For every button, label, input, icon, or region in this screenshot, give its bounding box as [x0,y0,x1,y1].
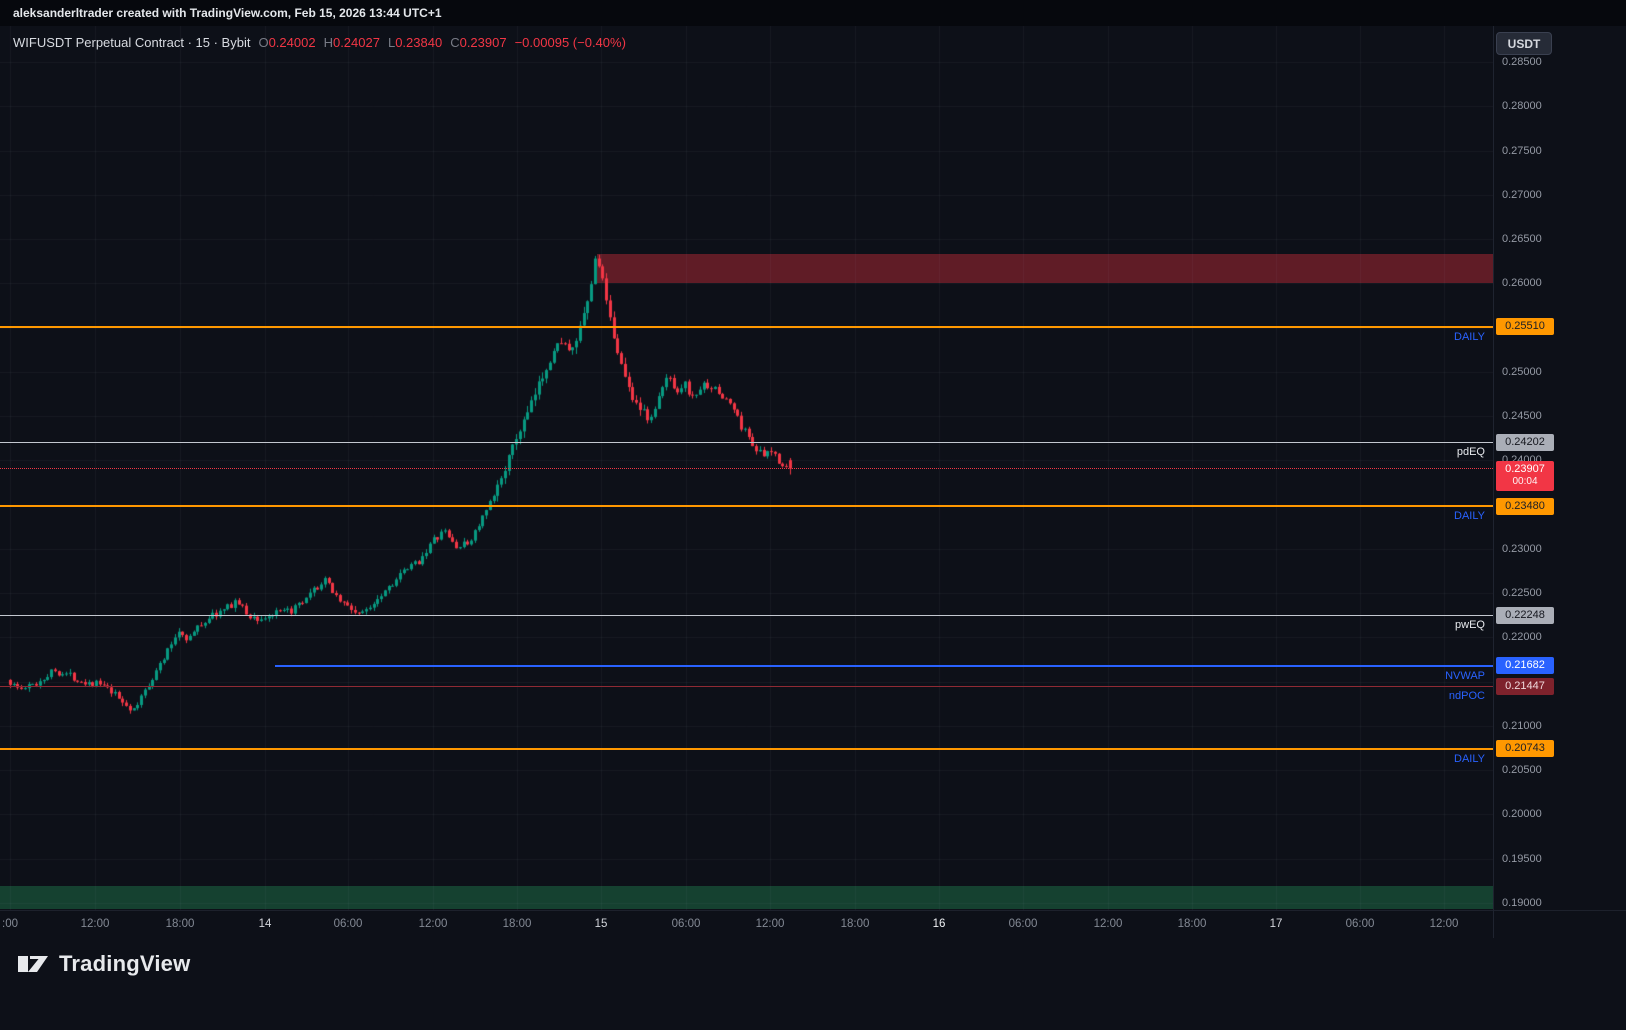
price-tick: 0.22000 [1502,631,1542,644]
ndpoc-axis-badge: 0.21447 [1496,677,1554,695]
daily-lower-line [0,747,1493,750]
time-label: 18:00 [840,918,870,930]
time-label: 18:00 [165,918,195,930]
daily-lower-axis-badge: 0.20743 [1496,740,1554,758]
legend-close: C 0.23907 [450,35,507,50]
daily-mid-line [0,505,1493,508]
price-tick: 0.19500 [1502,852,1542,865]
time-label-day: 16 [932,918,946,930]
current-price-axis-badge: 0.23907 00:04 [1496,460,1554,491]
time-label-day: 17 [1269,918,1283,930]
pdeq-line [0,441,1493,443]
time-label: 12:00 [418,918,448,930]
price-tick: 0.27000 [1502,188,1542,201]
price-tick: 0.23000 [1502,542,1542,555]
price-tick: 0.27500 [1502,144,1542,157]
time-label: 12:00 [1093,918,1123,930]
attribution-text: aleksanderltrader created with TradingVi… [13,6,442,20]
time-scale[interactable]: :00 12:00 18:00 14 06:00 12:00 18:00 15 06:00 12:… [0,910,1626,938]
time-label: 06:00 [1345,918,1375,930]
price-tick: 0.28500 [1502,56,1542,68]
currency-toggle-button[interactable]: USDT [1496,32,1552,55]
chart-plot-area[interactable]: DAILY pdEQ DAILY pwEQ NVWAP ndPOC DAILY WIFUSD… [0,26,1493,910]
ndpoc-label: ndPOC [1448,690,1485,703]
daily-mid-axis-badge: 0.23480 [1496,497,1554,515]
pweq-label: pwEQ [1455,619,1485,632]
tradingview-logo-text: TradingView [59,951,191,976]
legend-open: O 0.24002 [258,35,316,50]
price-tick: 0.24500 [1502,410,1542,423]
pweq-line [0,614,1493,616]
price-tick: 0.26500 [1502,233,1542,246]
nvwap-axis-badge: 0.21682 [1496,657,1554,675]
nvwap-label: NVWAP [1445,669,1485,682]
pdeq-label: pdEQ [1456,446,1485,459]
footer-bar: TradingView [0,938,1626,1030]
price-scale-separator [1493,26,1494,938]
time-label: :00 [2,918,18,930]
time-label: 12:00 [755,918,785,930]
time-label: 12:00 [1429,918,1459,930]
price-tick: 0.26000 [1502,277,1542,290]
tradingview-logo[interactable]: TradingView [16,951,190,977]
current-price-line [0,468,1493,470]
time-label: 12:00 [80,918,110,930]
price-tick: 0.20500 [1502,764,1542,777]
price-scale[interactable]: USDT 0.28500 0.28000 0.27500 0.27000 0.26500… [1494,26,1626,910]
daily-upper-axis-badge: 0.25510 [1496,318,1554,336]
legend-low: L 0.23840 [387,35,443,50]
pdeq-axis-badge: 0.24202 [1496,433,1554,451]
daily-upper-label: DAILY [1454,330,1485,343]
pweq-axis-badge: 0.22248 [1496,606,1554,624]
price-tick: 0.28000 [1502,100,1542,113]
price-tick: 0.19000 [1502,897,1542,909]
daily-upper-line [0,325,1493,328]
time-label: 06:00 [671,918,701,930]
symbol-title: WIFUSDT Perpetual Contract · 15 · Bybit [13,35,251,50]
candlestick-canvas[interactable] [0,26,1493,910]
time-label: 18:00 [1177,918,1207,930]
chart-legend: WIFUSDT Perpetual Contract · 15 · Bybit … [13,35,626,50]
time-label: 06:00 [1008,918,1038,930]
nvwap-line [275,664,1493,667]
time-label-day: 14 [258,918,272,930]
time-label: 18:00 [502,918,532,930]
ndpoc-line [0,685,1493,687]
time-label-day: 15 [594,918,608,930]
daily-lower-label: DAILY [1454,752,1485,765]
price-change: −0.00095 (−0.40%) [514,35,626,50]
time-label: 06:00 [333,918,363,930]
price-tick: 0.21000 [1502,719,1542,732]
attribution-bar: aleksanderltrader created with TradingVi… [0,0,1626,26]
price-tick: 0.20000 [1502,808,1542,821]
daily-mid-label: DAILY [1454,510,1485,523]
price-tick: 0.22500 [1502,587,1542,600]
price-tick: 0.25000 [1502,365,1542,378]
legend-high: H 0.24027 [323,35,380,50]
tradingview-logo-icon [18,956,48,972]
